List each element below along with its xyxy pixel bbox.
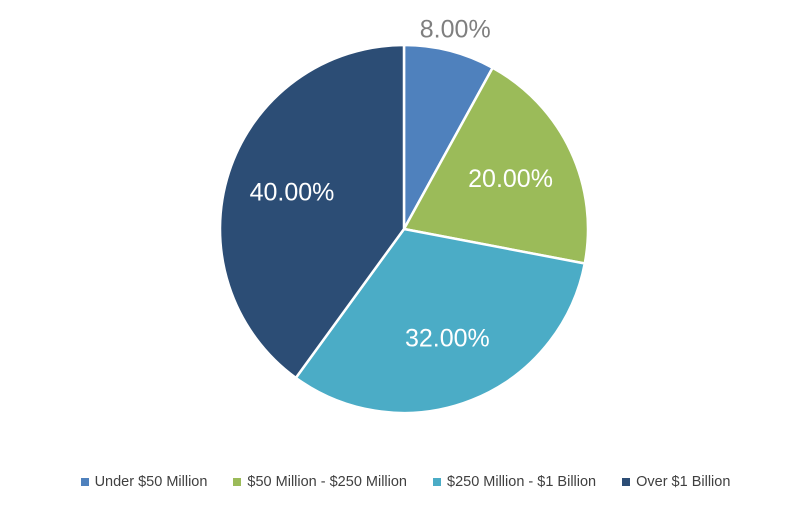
pie-slices <box>218 43 590 415</box>
pie-slice-under-50m <box>402 43 494 231</box>
pie-slice-over-1b <box>218 43 406 380</box>
data-label-50m-250m: 20.00% <box>468 165 553 193</box>
pie-slice-250m-1b <box>294 227 586 415</box>
legend-label: Under $50 Million <box>94 474 208 490</box>
legend-item-under-50m: Under $50 Million <box>80 474 208 490</box>
data-label-under-50m: 8.00% <box>420 15 491 43</box>
data-label-250m-1b: 32.00% <box>405 324 490 352</box>
legend-label: Over $1 Billion <box>636 474 731 490</box>
pie-slice-50m-250m <box>402 66 590 265</box>
legend-swatch <box>233 478 242 486</box>
legend-item-50m-250m: $50 Million - $250 Million <box>233 474 407 490</box>
legend-swatch <box>622 478 631 486</box>
legend-label: $50 Million - $250 Million <box>247 474 407 490</box>
legend-item-over-1b: Over $1 Billion <box>622 474 730 490</box>
data-label-over-1b: 40.00% <box>250 179 335 207</box>
legend-swatch <box>433 478 441 486</box>
legend-swatch <box>80 478 89 486</box>
legend-label: $250 Million - $1 Billion <box>447 474 597 490</box>
pie-data-labels: 8.00% 20.00% 32.00% 40.00% <box>250 15 553 352</box>
legend-item-250m-1b: $250 Million - $1 Billion <box>433 474 596 490</box>
chart-legend: Under $50 Million $50 Million - $250 Mil… <box>0 470 811 494</box>
